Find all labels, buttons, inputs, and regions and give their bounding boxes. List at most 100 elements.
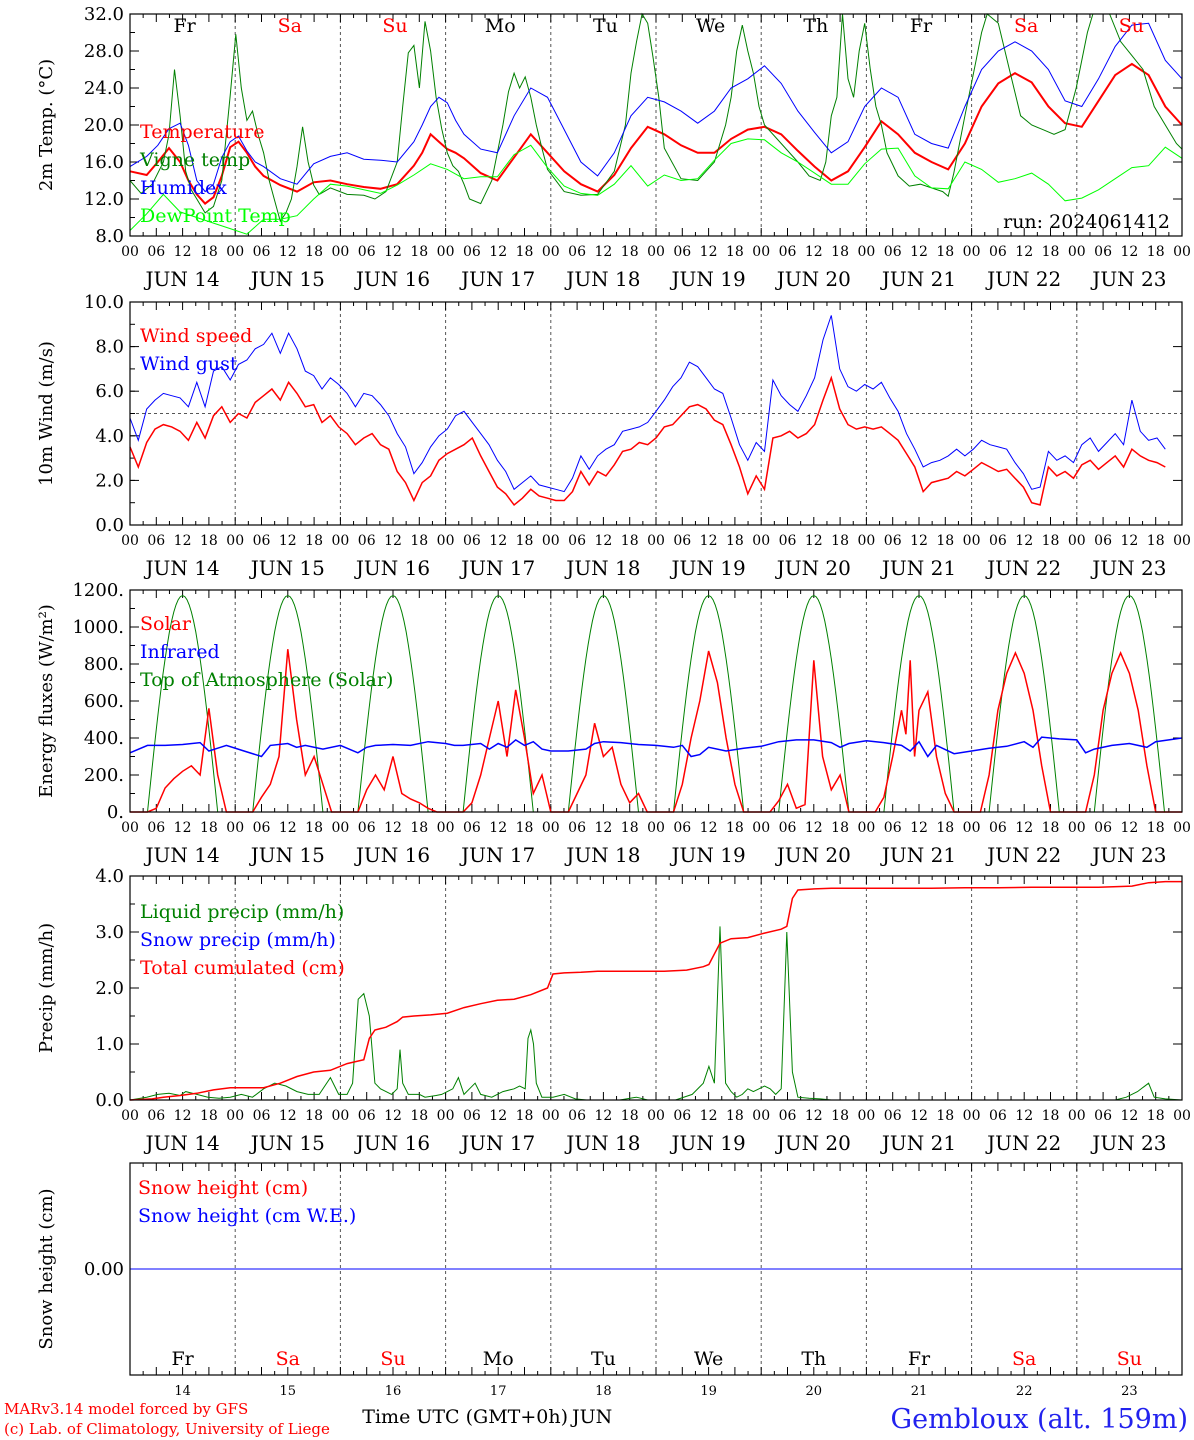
date-label: JUN 18 bbox=[564, 843, 640, 867]
weekday-label: We bbox=[694, 1348, 723, 1370]
date-label: JUN 17 bbox=[459, 843, 535, 867]
hour-tick-label: 00 bbox=[1173, 1108, 1191, 1124]
hour-tick-label: 06 bbox=[147, 820, 165, 836]
hour-tick-label: 18 bbox=[621, 820, 639, 836]
y-tick-label: 600. bbox=[84, 691, 124, 712]
hour-tick-label: 00 bbox=[752, 244, 770, 260]
plot-frame bbox=[129, 1162, 1183, 1376]
hour-tick-label: 12 bbox=[384, 244, 402, 260]
hour-tick-label: 18 bbox=[1042, 820, 1060, 836]
plot-frame bbox=[129, 13, 1183, 237]
weekday-label: Sa bbox=[1012, 1348, 1036, 1370]
y-tick-label: 0. bbox=[107, 802, 124, 823]
day-number-label: 18 bbox=[595, 1384, 612, 1399]
hour-tick-label: 00 bbox=[963, 1108, 981, 1124]
hour-tick-label: 00 bbox=[647, 820, 665, 836]
date-label: JUN 18 bbox=[564, 1131, 640, 1155]
weekday-label: Mo bbox=[485, 15, 516, 37]
legend-entry: Solar bbox=[140, 613, 192, 635]
hour-tick-label: 18 bbox=[1147, 244, 1165, 260]
hour-tick-label: 12 bbox=[805, 1108, 823, 1124]
legend-entry: Top of Atmosphere (Solar) bbox=[140, 669, 393, 691]
hour-tick-label: 12 bbox=[1015, 820, 1033, 836]
date-label: JUN 21 bbox=[880, 1131, 956, 1155]
hour-tick-label: 12 bbox=[1120, 820, 1138, 836]
hour-tick-label: 00 bbox=[647, 533, 665, 549]
legend-entry: Vigne temp bbox=[139, 149, 250, 171]
hour-tick-label: 06 bbox=[989, 244, 1007, 260]
legend-entry: Temperature bbox=[140, 121, 264, 143]
hour-tick-label: 06 bbox=[989, 820, 1007, 836]
hour-tick-label: 00 bbox=[1068, 533, 1086, 549]
hour-tick-label: 00 bbox=[857, 533, 875, 549]
hour-tick-label: 00 bbox=[857, 1108, 875, 1124]
hour-tick-label: 18 bbox=[726, 1108, 744, 1124]
day-number-label: 20 bbox=[806, 1384, 823, 1399]
series-line-3 bbox=[129, 138, 1183, 235]
hour-tick-label: 00 bbox=[437, 244, 455, 260]
hour-tick-label: 12 bbox=[700, 820, 718, 836]
y-tick-label: 0.0 bbox=[95, 515, 124, 536]
y-tick-label: 8.0 bbox=[95, 337, 124, 358]
hour-tick-label: 18 bbox=[831, 1108, 849, 1124]
hour-tick-label: 12 bbox=[805, 244, 823, 260]
hour-tick-label: 00 bbox=[437, 820, 455, 836]
day-number-label: 17 bbox=[490, 1384, 507, 1399]
hour-tick-label: 00 bbox=[1173, 533, 1191, 549]
hour-tick-label: 18 bbox=[200, 244, 218, 260]
date-label: JUN 18 bbox=[564, 556, 640, 580]
hour-tick-label: 18 bbox=[936, 1108, 954, 1124]
hour-tick-label: 12 bbox=[279, 533, 297, 549]
hour-tick-label: 18 bbox=[516, 1108, 534, 1124]
hour-tick-label: 18 bbox=[726, 244, 744, 260]
hour-tick-label: 12 bbox=[910, 533, 928, 549]
series-line-0 bbox=[129, 375, 1166, 506]
hour-tick-label: 06 bbox=[253, 1108, 271, 1124]
hour-tick-label: 12 bbox=[594, 820, 612, 836]
hour-tick-label: 12 bbox=[594, 244, 612, 260]
hour-tick-label: 12 bbox=[279, 1108, 297, 1124]
hour-tick-label: 12 bbox=[805, 533, 823, 549]
day-number-label: 19 bbox=[700, 1384, 717, 1399]
hour-tick-label: 12 bbox=[489, 533, 507, 549]
hour-tick-label: 06 bbox=[673, 533, 691, 549]
series-line-2 bbox=[129, 880, 1182, 1101]
hour-tick-label: 18 bbox=[621, 1108, 639, 1124]
hour-tick-label: 12 bbox=[279, 820, 297, 836]
hour-tick-label: 06 bbox=[358, 820, 376, 836]
month-label: JUN bbox=[570, 1406, 612, 1428]
hour-tick-label: 12 bbox=[910, 244, 928, 260]
hour-tick-label: 18 bbox=[621, 533, 639, 549]
hour-tick-label: 18 bbox=[305, 820, 323, 836]
weekday-label: Fr bbox=[908, 1348, 931, 1370]
hour-tick-label: 18 bbox=[831, 244, 849, 260]
credit-line-2: (c) Lab. of Climatology, University of L… bbox=[4, 1420, 330, 1438]
hour-tick-label: 00 bbox=[542, 533, 560, 549]
panel-4 bbox=[129, 875, 1183, 1101]
hour-tick-label: 00 bbox=[752, 1108, 770, 1124]
hour-tick-label: 12 bbox=[700, 533, 718, 549]
weekday-label: Th bbox=[803, 15, 828, 37]
day-number-label: 14 bbox=[174, 1384, 191, 1399]
date-label: JUN 21 bbox=[880, 556, 956, 580]
weekday-label: Sa bbox=[276, 1348, 300, 1370]
date-label: JUN 14 bbox=[144, 1131, 220, 1155]
date-label: JUN 16 bbox=[354, 267, 430, 291]
hour-tick-label: 06 bbox=[884, 1108, 902, 1124]
y-tick-label: 0.00 bbox=[84, 1259, 124, 1280]
hour-tick-label: 18 bbox=[516, 533, 534, 549]
hour-tick-label: 18 bbox=[726, 820, 744, 836]
hour-tick-label: 18 bbox=[1147, 1108, 1165, 1124]
y-tick-label: 4.0 bbox=[95, 866, 124, 887]
hour-tick-label: 18 bbox=[936, 820, 954, 836]
series-line-1 bbox=[129, 736, 1183, 758]
date-label: JUN 19 bbox=[670, 1131, 746, 1155]
date-label: JUN 22 bbox=[985, 556, 1061, 580]
hour-tick-label: 18 bbox=[1147, 533, 1165, 549]
panel-5 bbox=[129, 1162, 1183, 1376]
legend-entry: Wind speed bbox=[140, 325, 252, 347]
hour-tick-label: 18 bbox=[200, 1108, 218, 1124]
legend-entry: Liquid precip (mm/h) bbox=[140, 901, 344, 923]
hour-tick-label: 00 bbox=[1173, 244, 1191, 260]
